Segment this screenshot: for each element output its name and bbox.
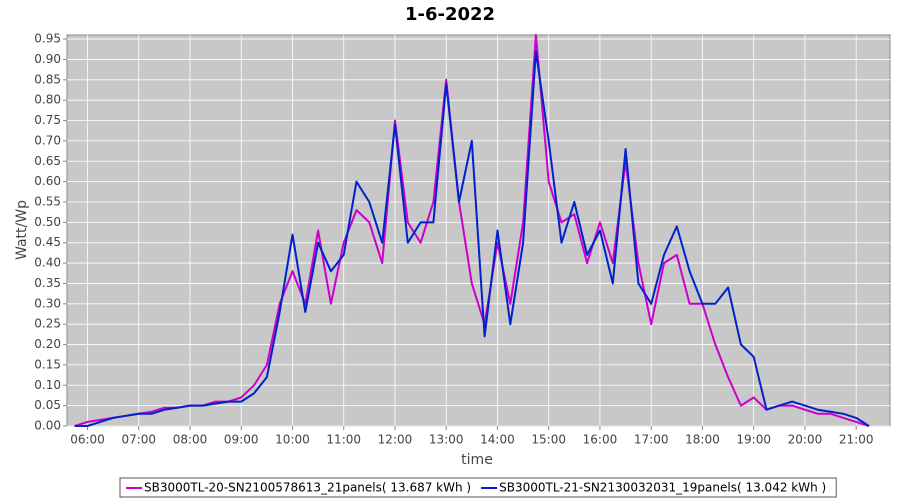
- series-line: [74, 50, 870, 427]
- x-tick-label: 19:00: [736, 433, 771, 447]
- legend-label: SB3000TL-20-SN2100578613_21panels( 13.68…: [144, 481, 471, 495]
- y-tick-label: 0.55: [34, 194, 61, 208]
- chart-title: 1-6-2022: [405, 4, 495, 25]
- x-tick-label: 21:00: [839, 433, 874, 447]
- x-tick-label: 08:00: [173, 433, 208, 447]
- x-tick-label: 09:00: [224, 433, 259, 447]
- y-tick-label: 0.20: [34, 337, 61, 351]
- y-tick-label: 0.50: [34, 215, 61, 229]
- y-tick-label: 0.95: [34, 32, 61, 46]
- x-tick-label: 10:00: [275, 433, 310, 447]
- y-tick-label: 0.35: [34, 276, 61, 290]
- x-tick-label: 20:00: [788, 433, 823, 447]
- x-tick-label: 13:00: [429, 433, 464, 447]
- x-axis-label: time: [461, 452, 493, 468]
- legend-label: SB3000TL-21-SN2130032031_19panels( 13.04…: [499, 481, 826, 495]
- legend-box: [119, 477, 837, 498]
- y-tick-label: 0.90: [34, 52, 61, 66]
- y-tick-label: 0.70: [34, 133, 61, 147]
- x-tick-label: 17:00: [634, 433, 669, 447]
- x-tick-label: 16:00: [583, 433, 618, 447]
- y-tick-label: 0.60: [34, 174, 61, 188]
- x-tick-label: 18:00: [685, 433, 720, 447]
- y-tick-label: 0.25: [34, 317, 61, 331]
- y-axis-label: Watt/Wp: [14, 200, 30, 260]
- x-tick-label: 07:00: [121, 433, 156, 447]
- x-tick-label: 14:00: [480, 433, 515, 447]
- x-tick-label: 12:00: [378, 433, 413, 447]
- x-tick-label: 11:00: [326, 433, 361, 447]
- y-tick-label: 0.75: [34, 113, 61, 127]
- y-tick-label: 0.10: [34, 378, 61, 392]
- y-tick-label: 0.15: [34, 357, 61, 371]
- y-tick-label: 0.85: [34, 72, 61, 86]
- y-tick-label: 0.30: [34, 296, 61, 310]
- y-tick-label: 0.40: [34, 256, 61, 270]
- y-tick-label: 0.00: [34, 419, 61, 433]
- x-tick-label: 06:00: [70, 433, 105, 447]
- y-tick-label: 0.45: [34, 235, 61, 249]
- x-tick-label: 15:00: [531, 433, 566, 447]
- y-tick-label: 0.05: [34, 398, 61, 412]
- y-tick-label: 0.65: [34, 154, 61, 168]
- y-tick-label: 0.80: [34, 93, 61, 107]
